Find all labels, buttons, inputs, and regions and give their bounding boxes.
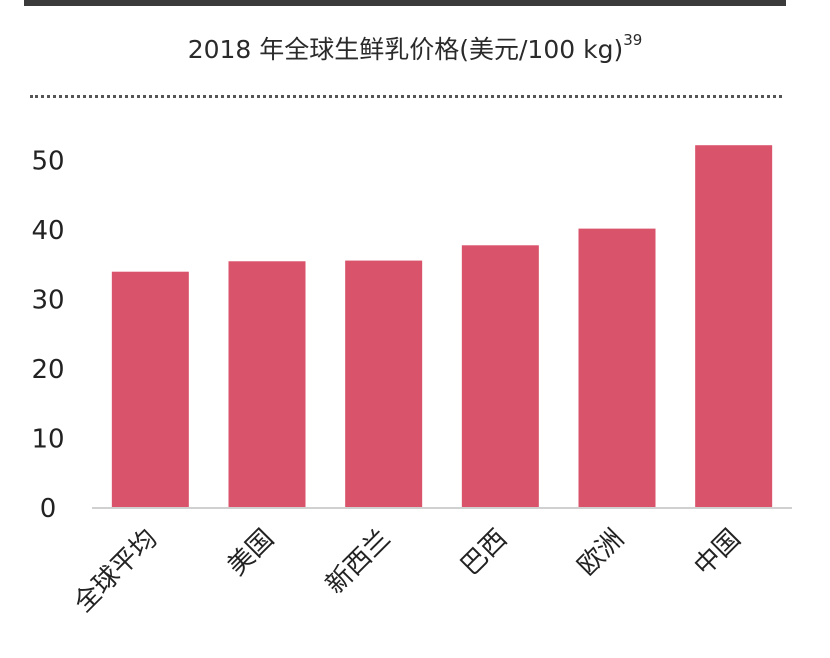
footnote-marker: 39 [623, 30, 643, 49]
bar [345, 260, 423, 508]
y-tick-label: 20 [31, 355, 64, 385]
y-tick-label: 40 [31, 216, 64, 246]
y-tick-label: 10 [31, 425, 64, 455]
bar-chart: 0 10 20 30 40 50 全球平均 美国 新西兰 巴西 欧洲 中国 [31, 145, 792, 619]
x-tick-label: 巴西 [455, 524, 513, 582]
bar [228, 261, 306, 508]
x-tick-label: 全球平均 [69, 524, 164, 619]
chart-title: 2018 年全球生鲜乳价格(美元/100 kg)39 [0, 30, 830, 66]
x-tick-label: 中国 [689, 524, 747, 582]
x-tick-label: 新西兰 [320, 524, 396, 600]
chart-title-text: 2018 年全球生鲜乳价格(美元/100 kg) [187, 35, 624, 64]
bar [578, 228, 656, 509]
x-tick-label: 欧洲 [572, 524, 630, 582]
top-rule [24, 0, 786, 6]
y-tick-label: 50 [31, 147, 64, 177]
y-tick-label: 0 [40, 494, 57, 524]
x-tick-label: 美国 [222, 524, 280, 582]
bar [111, 271, 189, 508]
y-tick-label: 30 [31, 286, 64, 316]
title-divider [30, 95, 782, 98]
bar [461, 245, 539, 509]
bar [695, 145, 773, 508]
